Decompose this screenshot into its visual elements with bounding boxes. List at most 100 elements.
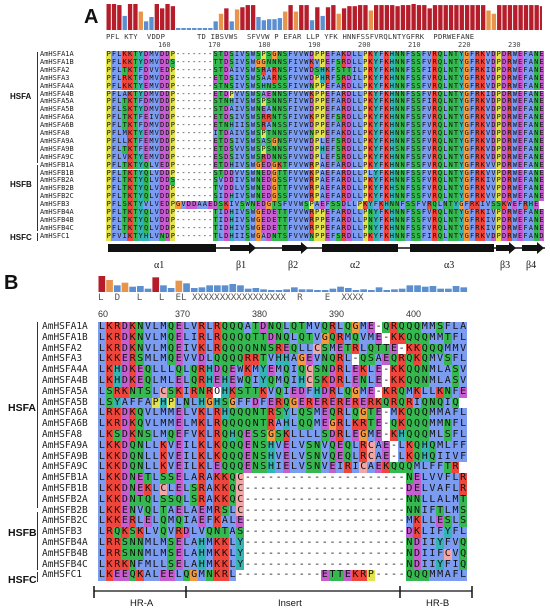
residue-cell: W <box>250 97 256 107</box>
residue-cell: - <box>360 493 367 505</box>
residue-cell: S <box>282 136 288 146</box>
residue-cell: D <box>143 121 149 130</box>
residue-cell: L <box>116 160 123 170</box>
residue-cell: T <box>277 113 283 123</box>
residue-cell: E <box>538 223 545 233</box>
residue-cell: N <box>448 57 454 67</box>
residue-cell: L <box>148 208 155 217</box>
residue-cell: A <box>443 364 452 376</box>
residue-cell: - <box>252 547 259 559</box>
residue-cell: F <box>287 168 294 178</box>
residue-cell: D <box>309 50 315 59</box>
residue-cell: P <box>314 121 320 130</box>
residue-cell: F <box>405 160 411 170</box>
residue-cell: Q <box>221 450 229 463</box>
residue-cell: N <box>413 493 421 506</box>
residue-cell: G <box>464 136 470 146</box>
residue-cell: E <box>517 168 523 178</box>
residue-cell: F <box>330 105 336 115</box>
residue-cell: L <box>151 331 160 344</box>
logo-bar <box>422 5 427 31</box>
residue-cell: D <box>182 526 191 538</box>
residue-cell: R <box>431 121 438 130</box>
residue-cell: S <box>410 89 416 99</box>
residue-cell: - <box>321 526 328 538</box>
residue-cell: E <box>517 57 523 67</box>
residue-cell: W <box>303 192 310 202</box>
residue-cell: V <box>297 450 306 463</box>
logo-bar <box>277 18 283 30</box>
residue-cell: F <box>469 215 475 225</box>
residue-cell: W <box>250 192 256 202</box>
logo-bar <box>341 8 347 30</box>
residue-cell: L <box>442 89 448 99</box>
residue-cell: P <box>314 152 320 162</box>
residue-cell: P <box>314 73 320 83</box>
residue-cell: N <box>443 418 452 430</box>
residue-cell: - <box>208 113 213 122</box>
residue-cell: R <box>341 121 347 130</box>
residue-cell: D <box>159 152 165 162</box>
residue-cell: I <box>234 231 240 241</box>
residue-cell: Q <box>344 385 352 398</box>
residue-cell: - <box>186 231 191 240</box>
residue-cell: D <box>197 353 206 366</box>
residue-cell: E <box>374 429 383 441</box>
residue-cell: M <box>420 321 429 333</box>
residue-cell: I <box>485 208 491 217</box>
residue-cell: D <box>501 160 507 170</box>
residue-cell: P <box>170 152 176 162</box>
residue-cell: S <box>274 429 283 441</box>
residue-cell: V <box>154 89 160 99</box>
residue-cell: S <box>244 73 251 83</box>
residue-cell: N <box>533 65 539 75</box>
residue-cell: A <box>528 89 534 99</box>
residue-cell: - <box>181 73 186 82</box>
residue-cell: - <box>298 569 305 581</box>
residue-cell: - <box>208 176 213 185</box>
residue-cell: E <box>517 192 523 202</box>
residue-cell: S <box>415 152 422 162</box>
residue-cell: D <box>266 192 272 202</box>
residue-cell: E <box>325 144 331 154</box>
residue-cell: Q <box>431 200 438 209</box>
residue-cell: T <box>132 105 139 115</box>
residue-cell: Y <box>138 184 144 194</box>
residue-cell: Q <box>428 450 437 463</box>
residue-cell: D <box>490 97 497 107</box>
residue-cell: R <box>336 375 344 387</box>
residue-cell: P <box>170 105 176 115</box>
residue-cell: F <box>415 200 422 209</box>
region-label: Insert <box>278 598 302 609</box>
residue-cell: F <box>522 113 529 123</box>
residue-cell: D <box>164 208 171 217</box>
residue-cell: - <box>244 472 251 484</box>
residue-cell: R <box>367 396 375 409</box>
residue-cell: I <box>351 461 360 474</box>
residue-cell: F <box>378 184 384 194</box>
residue-cell: T <box>374 342 383 355</box>
residue-cell: F <box>259 396 268 409</box>
residue-cell: W <box>250 65 256 75</box>
residue-cell: K <box>383 231 390 241</box>
residue-cell: R <box>305 396 314 409</box>
residue-cell: E <box>517 105 523 115</box>
residue-cell: L <box>351 50 358 59</box>
residue-cell: P <box>170 184 176 194</box>
residue-cell: S <box>410 136 416 146</box>
residue-cell: V <box>293 136 299 146</box>
residue-cell: N <box>271 129 277 138</box>
residue-cell: I <box>212 129 219 138</box>
residue-cell: K <box>383 152 390 162</box>
residue-cell: E <box>517 73 523 83</box>
residue-cell: W <box>250 208 256 217</box>
residue-cell: D <box>309 152 315 162</box>
residue-cell: - <box>383 526 390 538</box>
residue-cell: M <box>313 407 321 420</box>
residue-cell: M <box>205 558 214 571</box>
residue-cell: F <box>138 73 144 83</box>
logo-bar <box>523 5 529 31</box>
